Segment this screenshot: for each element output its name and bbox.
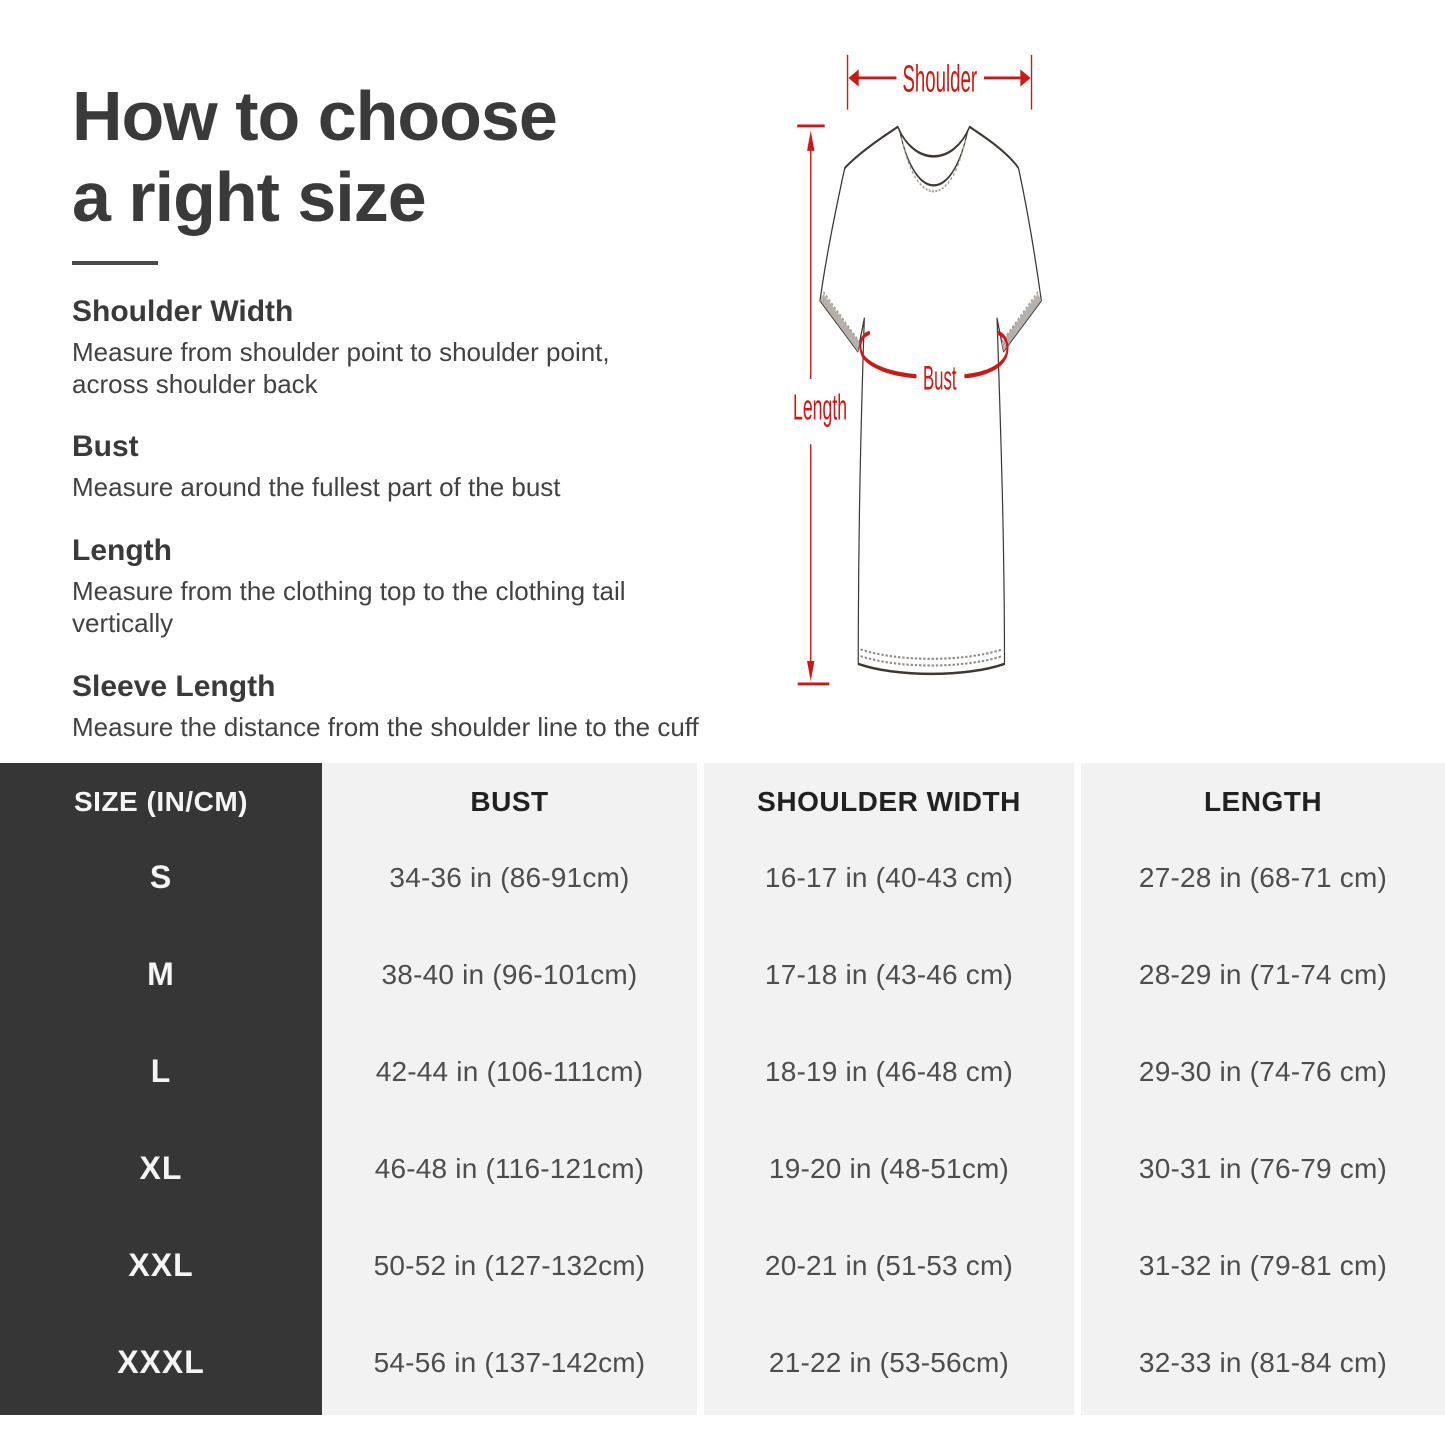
size-label-l: L bbox=[150, 1053, 172, 1089]
column-header-bust: BUST bbox=[470, 786, 549, 817]
page-title-line1: How to choose bbox=[72, 77, 558, 155]
sleeve-hem-shade-right bbox=[1001, 293, 1042, 352]
size-label-xl: XL bbox=[139, 1150, 183, 1186]
hem-stitching-top bbox=[860, 648, 1003, 660]
length-value-m: 28-29 in (71-74 cm) bbox=[1138, 958, 1388, 990]
size-label-xxl: XXL bbox=[128, 1247, 194, 1283]
intro-column: How to choose a right size Shoulder Widt… bbox=[72, 76, 772, 743]
length-column: LENGTH 27-28 in (68-71 cm) 28-29 in (71-… bbox=[1081, 763, 1445, 1415]
shoulder-value-l: 18-19 in (46-48 cm) bbox=[764, 1055, 1014, 1087]
section-body: Measure from the clothing top to the clo… bbox=[72, 576, 626, 638]
section-sleeve-length: Sleeve Length Measure the distance from … bbox=[72, 670, 772, 744]
bust-label: Bust bbox=[923, 358, 957, 397]
page-title: How to choose a right size bbox=[72, 76, 772, 237]
collar-stitching bbox=[901, 136, 967, 193]
bust-value-m: 38-40 in (96-101cm) bbox=[381, 958, 638, 990]
sleeve-stitching-right bbox=[1001, 290, 1039, 343]
section-bust: Bust Measure around the fullest part of … bbox=[72, 430, 772, 504]
size-label-s: S bbox=[149, 859, 173, 895]
section-heading: Sleeve Length bbox=[72, 669, 276, 703]
sleeve-hem-shade-left bbox=[820, 293, 860, 352]
bust-value-xxl: 50-52 in (127-132cm) bbox=[373, 1249, 646, 1281]
shoulder-width-column: SHOULDER WIDTH 16-17 in (40-43 cm) 17-18… bbox=[704, 763, 1074, 1415]
column-header-shoulder-width: SHOULDER WIDTH bbox=[757, 786, 1021, 817]
size-column: SIZE (IN/CM) S M L XL XXL XXXL bbox=[0, 763, 322, 1415]
section-length: Length Measure from the clothing top to … bbox=[72, 534, 772, 639]
shoulder-value-xxl: 20-21 in (51-53 cm) bbox=[764, 1249, 1014, 1281]
size-label-xxxl: XXXL bbox=[117, 1344, 205, 1380]
column-header-size: SIZE (IN/CM) bbox=[74, 786, 248, 817]
section-body: Measure the distance from the shoulder l… bbox=[72, 711, 699, 742]
bust-dimension-line bbox=[859, 330, 1009, 379]
shoulder-value-m: 17-18 in (43-46 cm) bbox=[764, 958, 1014, 990]
arrow-up-icon bbox=[807, 130, 815, 151]
arrow-left-icon bbox=[848, 69, 859, 87]
length-value-xl: 30-31 in (76-79 cm) bbox=[1138, 1152, 1388, 1184]
length-value-xxxl: 32-33 in (81-84 cm) bbox=[1138, 1346, 1388, 1378]
shoulder-value-xxxl: 21-22 in (53-56cm) bbox=[768, 1346, 1010, 1378]
bust-value-l: 42-44 in (106-111cm) bbox=[375, 1055, 644, 1087]
section-body: Measure from shoulder point to shoulder … bbox=[72, 337, 610, 399]
length-value-l: 29-30 in (74-76 cm) bbox=[1138, 1055, 1388, 1087]
tshirt-measurement-diagram: Shoulder Length Bust bbox=[793, 54, 1042, 686]
tshirt-outline bbox=[819, 125, 1042, 676]
section-shoulder-width: Shoulder Width Measure from shoulder poi… bbox=[72, 295, 772, 400]
bust-value-xl: 46-48 in (116-121cm) bbox=[374, 1152, 645, 1184]
arrow-down-icon bbox=[807, 660, 815, 682]
shoulder-value-s: 16-17 in (40-43 cm) bbox=[764, 861, 1014, 893]
length-label: Length bbox=[793, 388, 847, 429]
title-underline bbox=[72, 261, 158, 265]
shoulder-value-xl: 19-20 in (48-51cm) bbox=[768, 1152, 1010, 1184]
shoulder-dimension-line bbox=[846, 54, 1033, 110]
length-value-s: 27-28 in (68-71 cm) bbox=[1138, 861, 1388, 893]
size-table: SIZE (IN/CM) S M L XL XXL XXXL BUST 34-3… bbox=[0, 763, 1445, 1415]
column-header-length: LENGTH bbox=[1203, 786, 1323, 817]
section-heading: Length bbox=[72, 534, 172, 568]
bust-value-s: 34-36 in (86-91cm) bbox=[389, 861, 630, 893]
bust-column: BUST 34-36 in (86-91cm) 38-40 in (96-101… bbox=[322, 763, 697, 1415]
length-value-xxl: 31-32 in (79-81 cm) bbox=[1138, 1249, 1388, 1281]
section-body: Measure around the fullest part of the b… bbox=[72, 472, 561, 503]
hem-stitching-bottom bbox=[860, 655, 1003, 667]
section-heading: Bust bbox=[72, 430, 139, 464]
size-label-m: M bbox=[147, 956, 175, 992]
length-dimension-line bbox=[797, 124, 830, 686]
page-title-line2: a right size bbox=[72, 157, 427, 236]
tshirt-collar bbox=[899, 130, 969, 187]
sleeve-stitching-left bbox=[823, 290, 860, 343]
bust-value-xxxl: 54-56 in (137-142cm) bbox=[373, 1346, 646, 1378]
arrow-right-icon bbox=[1020, 69, 1031, 87]
section-heading: Shoulder Width bbox=[72, 295, 294, 328]
shoulder-label: Shoulder bbox=[902, 58, 977, 100]
